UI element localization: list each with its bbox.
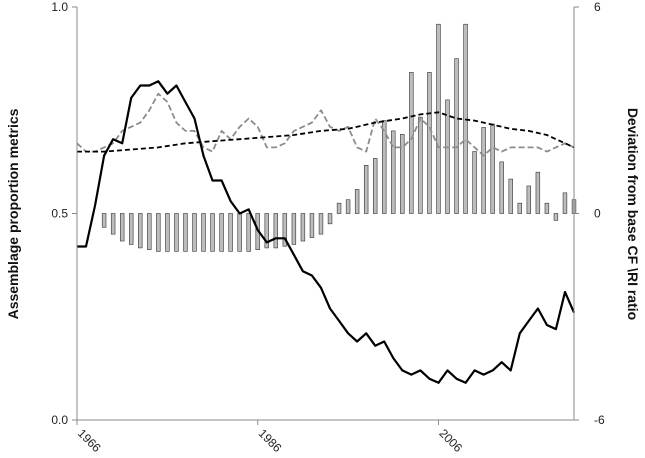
bar: [165, 213, 170, 252]
bar: [119, 213, 125, 242]
y2-tick-label: -6: [594, 413, 605, 427]
bar: [273, 213, 278, 249]
bar: [282, 213, 288, 247]
y-tick-label: 0.0: [51, 413, 68, 427]
x-tick-label: 1966: [75, 426, 104, 455]
bar: [481, 127, 486, 214]
bar: [382, 120, 387, 214]
bar: [499, 161, 504, 214]
axes-group: [72, 6, 579, 425]
bar: [228, 213, 233, 252]
bar: [129, 213, 134, 245]
bar: [327, 213, 333, 225]
bar: [372, 158, 378, 214]
line-series-group: [76, 80, 576, 384]
bar: [201, 213, 206, 252]
bar: [354, 189, 360, 214]
bar: [445, 99, 450, 214]
y-axis-title: Assemblage proportion metrics: [5, 108, 21, 319]
bar: [264, 213, 269, 249]
bar: [436, 23, 441, 214]
tick-labels: 0.0 0.5 1.0 -6 0 6 1966 1986 2006: [51, 0, 605, 455]
bar: [309, 213, 315, 238]
bar: [174, 213, 179, 252]
bar: [237, 213, 242, 252]
bar: [400, 134, 405, 214]
bar: [110, 213, 116, 235]
bar: [363, 165, 369, 214]
bar: [291, 213, 297, 245]
bar: [562, 192, 568, 214]
solid-line-series: [77, 80, 576, 384]
bar: [318, 213, 324, 235]
bar: [192, 213, 197, 252]
bar: [138, 213, 143, 249]
x-tick-label: 1986: [256, 426, 285, 455]
bar: [156, 213, 161, 252]
dashed-grey-series: [76, 92, 575, 157]
bar: [553, 213, 559, 221]
y-tick-label: 0.5: [51, 207, 68, 221]
bar: [300, 213, 306, 242]
bar: [183, 213, 188, 252]
bar: [101, 213, 107, 228]
y2-tick-label: 6: [594, 0, 601, 14]
y2-tick-label: 0: [594, 207, 601, 221]
bar: [336, 202, 342, 214]
bar: [391, 130, 396, 214]
bar: [418, 116, 423, 214]
bar: [517, 202, 522, 214]
bar: [147, 213, 152, 250]
bar: [409, 72, 414, 214]
bar: [246, 213, 251, 252]
bar: [345, 199, 351, 214]
bar: [219, 213, 224, 252]
bar: [472, 151, 477, 214]
bar: [508, 178, 513, 214]
bar: [210, 213, 215, 252]
bar: [490, 123, 495, 214]
y-tick-label: 1.0: [51, 0, 68, 14]
bar: [535, 171, 541, 214]
dashed-black-series: [77, 111, 575, 153]
y2-axis-title: Deviation from base CF \RI ratio: [625, 108, 641, 320]
bar-series: [101, 23, 577, 252]
bar: [454, 58, 459, 214]
bar: [526, 185, 532, 214]
bar: [427, 72, 432, 214]
x-tick-label: 2006: [436, 426, 465, 455]
bar: [544, 202, 550, 214]
